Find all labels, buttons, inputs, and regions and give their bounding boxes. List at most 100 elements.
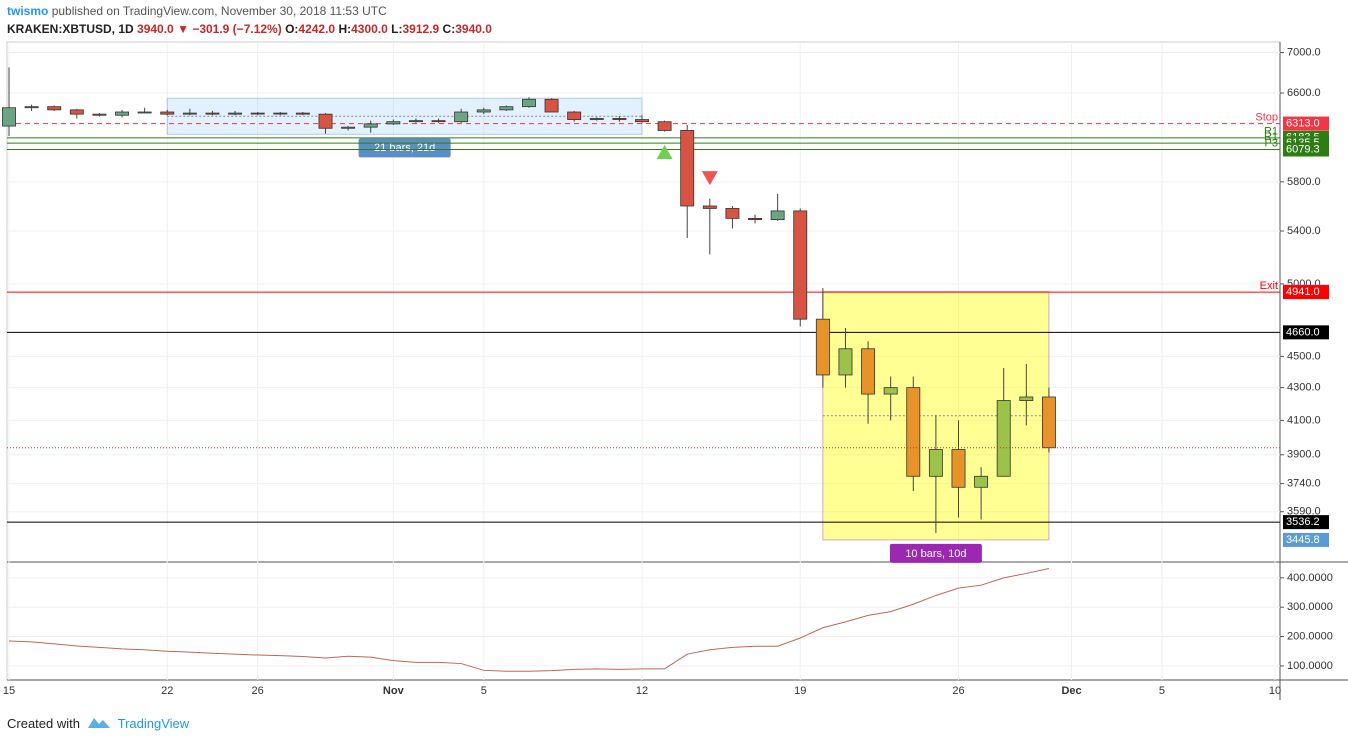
x-tick-label: 19	[794, 685, 806, 697]
candle-body	[160, 111, 175, 115]
candle-body	[861, 348, 876, 395]
candle-body	[544, 98, 559, 113]
axis-price-bg	[1283, 515, 1329, 530]
candle-body	[883, 387, 898, 395]
candle-body	[363, 123, 378, 128]
axis-price-bg	[1283, 116, 1329, 131]
axis-price-bg	[1283, 285, 1329, 300]
candle-body	[137, 111, 152, 114]
ohlc-key: O:	[285, 22, 299, 36]
candle-body	[92, 113, 107, 116]
y2-tick-label: 400.0000	[1287, 572, 1333, 584]
ohlc-key: C:	[442, 22, 456, 36]
x-tick-label: 26	[952, 685, 964, 697]
last: 3940.0	[137, 22, 174, 36]
indicator-line	[8, 567, 1050, 672]
box-label: 21 bars, 21d	[374, 142, 435, 154]
x-tick-label: Dec	[1061, 685, 1081, 697]
axis-price-label: 6313.0	[1286, 117, 1320, 129]
y2-tick-label: 200.0000	[1287, 630, 1333, 642]
level-name: Stop	[1255, 111, 1278, 123]
candle-body	[702, 205, 717, 209]
candle-body	[996, 400, 1011, 477]
author: twismo	[7, 4, 49, 18]
header-line: twismo published on TradingView.com, Nov…	[7, 4, 387, 18]
candle-body	[1019, 396, 1034, 401]
candle-body	[951, 449, 966, 488]
candle-body	[228, 112, 243, 115]
axis-price-bg	[1283, 325, 1329, 340]
signal-marker	[656, 145, 673, 160]
box-label: 10 bars, 10d	[905, 548, 966, 560]
ohlc-value: 4300.0	[351, 22, 388, 36]
axis-price-label: 4941.0	[1286, 286, 1320, 298]
ohlc-value: 3912.9	[402, 22, 440, 36]
symbol: KRAKEN:XBTUSD, 1D	[7, 22, 134, 36]
brand: TradingView	[117, 716, 190, 731]
candle-body	[725, 208, 740, 219]
box-label-bg	[889, 543, 982, 563]
y2-tick-label: 300.0000	[1287, 601, 1333, 613]
candle-body	[793, 210, 808, 320]
candle-body	[770, 210, 785, 221]
axis-price-bg	[1283, 532, 1329, 547]
candle-body	[408, 120, 423, 123]
candle-body	[47, 106, 62, 111]
x-tick-label: 5	[481, 685, 487, 697]
candle-body	[295, 112, 310, 115]
candle-body	[2, 107, 16, 127]
ohlc-key: L:	[391, 22, 403, 36]
arrow: ▼	[177, 22, 189, 36]
x-tick-label: 10	[1269, 685, 1281, 697]
candle-body	[386, 121, 401, 125]
candle-body	[1041, 396, 1056, 449]
x-tick-label: 22	[161, 685, 173, 697]
candle-body	[115, 111, 129, 116]
candle-body	[499, 106, 514, 111]
candle-body	[24, 106, 39, 109]
signal-marker	[701, 171, 718, 186]
y-tick-label: 4100.0	[1287, 414, 1321, 426]
y2-tick-label: 100.0000	[1287, 660, 1333, 672]
logo	[88, 718, 110, 728]
ohlc-value: 4242.0	[298, 22, 336, 36]
candle-body	[476, 109, 491, 113]
candle-body	[838, 348, 853, 376]
candle-body	[250, 112, 265, 115]
change: −301.9 (−7.12%)	[192, 22, 282, 36]
candle-body	[454, 111, 469, 123]
candle-body	[657, 121, 672, 131]
footer: Created with TradingView	[7, 716, 189, 731]
ohlc-value: 3940.0	[455, 22, 492, 36]
x-tick-label: Nov	[383, 685, 405, 697]
candle-body	[589, 118, 604, 120]
candle-body	[69, 109, 84, 115]
candle-body	[612, 118, 627, 120]
candle-body	[341, 126, 356, 129]
candle-body	[567, 111, 582, 120]
level-name: P3	[1265, 137, 1278, 149]
candle-body	[522, 98, 536, 108]
candle-body	[974, 475, 989, 488]
axis-price-label: 4660.0	[1286, 326, 1320, 338]
candle-body	[205, 112, 220, 115]
axis-price-label: 6079.3	[1286, 143, 1320, 155]
candle-body	[928, 449, 943, 477]
y-tick-label: 3590.0	[1287, 506, 1321, 518]
x-tick-label: 15	[3, 685, 15, 697]
level-name: R1	[1264, 126, 1278, 138]
candle-body	[680, 130, 695, 207]
level-name: R1	[1264, 131, 1278, 143]
candle-body	[906, 387, 921, 477]
symbol-line: KRAKEN:XBTUSD, 1D 3940.0 ▼ −301.9 (−7.12…	[7, 22, 492, 36]
x-tick-label: 12	[636, 685, 648, 697]
candle-body	[273, 112, 288, 115]
y-tick-label: 5400.0	[1287, 225, 1321, 237]
x-tick-label: 26	[252, 685, 264, 697]
axis-price-bg	[1283, 142, 1329, 157]
level-name: Exit	[1260, 280, 1278, 292]
candle-body	[635, 119, 649, 123]
candle-body	[748, 217, 762, 221]
